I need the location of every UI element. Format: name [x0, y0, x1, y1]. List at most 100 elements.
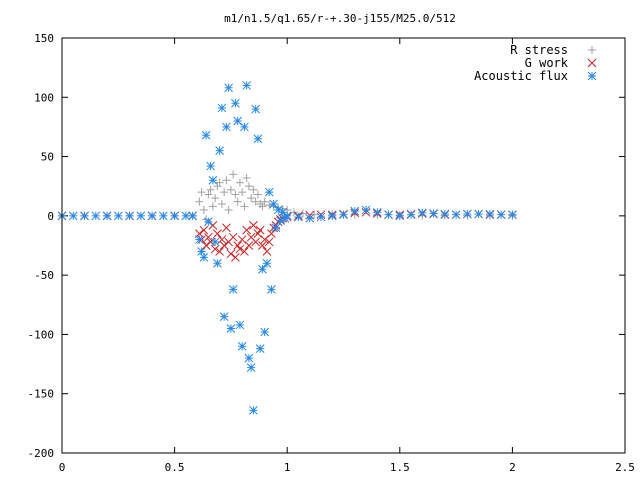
- data-point: [215, 247, 224, 256]
- data-point: [201, 241, 211, 250]
- data-point: [253, 134, 263, 144]
- data-point: [496, 210, 506, 220]
- data-point: [68, 211, 78, 221]
- data-point: [463, 209, 472, 219]
- data-point: [199, 253, 209, 262]
- data-point: [238, 188, 247, 197]
- data-point: [125, 211, 134, 221]
- data-point: [197, 188, 206, 197]
- x-tick-label: 1: [284, 461, 291, 474]
- data-point: [249, 405, 258, 415]
- data-point: [240, 247, 249, 256]
- data-point: [208, 220, 218, 230]
- data-point: [147, 211, 157, 221]
- series-layer: [57, 81, 517, 415]
- data-point: [255, 225, 265, 235]
- y-tick-label: -150: [28, 388, 55, 401]
- data-point: [485, 209, 495, 219]
- data-point: [305, 213, 315, 223]
- data-point: [384, 210, 393, 220]
- data-point: [195, 235, 204, 244]
- data-point: [233, 197, 242, 206]
- data-point: [440, 209, 450, 219]
- data-point: [350, 206, 360, 216]
- data-point: [235, 178, 244, 187]
- data-point: [429, 209, 438, 218]
- data-point: [206, 161, 215, 171]
- data-point: [233, 116, 243, 126]
- data-point: [217, 200, 226, 208]
- data-point: [258, 241, 267, 250]
- data-point: [213, 258, 222, 268]
- data-point: [222, 122, 231, 132]
- data-point: [237, 235, 247, 244]
- y-tick-label: 50: [41, 151, 54, 164]
- chart-title: m1/n1.5/q1.65/r-+.30-j155/M25.0/512: [224, 12, 456, 25]
- data-point: [258, 202, 267, 211]
- data-point: [372, 207, 382, 217]
- data-point: [222, 176, 231, 185]
- y-tick-label: 0: [47, 210, 54, 223]
- data-point: [247, 194, 256, 203]
- x-tick-label: 2: [509, 461, 516, 474]
- data-point: [249, 185, 258, 194]
- data-point: [102, 211, 112, 221]
- data-point: [213, 229, 222, 238]
- data-point: [260, 197, 269, 206]
- data-point: [204, 232, 213, 242]
- data-point: [204, 190, 213, 199]
- data-point: [206, 185, 215, 194]
- x-tick-label: 1.5: [390, 461, 410, 474]
- data-point: [228, 232, 238, 242]
- data-point: [294, 212, 303, 222]
- data-point: [251, 237, 261, 247]
- data-point: [113, 211, 123, 221]
- data-point: [316, 212, 326, 222]
- data-point: [251, 104, 261, 114]
- data-point: [262, 247, 272, 256]
- data-point: [197, 247, 206, 256]
- data-point: [208, 202, 217, 211]
- data-point: [417, 208, 427, 218]
- data-point: [395, 211, 405, 221]
- data-point: [181, 211, 191, 221]
- data-point: [217, 103, 227, 113]
- data-point: [260, 235, 270, 244]
- data-point: [235, 320, 245, 330]
- data-point: [251, 197, 260, 206]
- data-point: [224, 83, 234, 93]
- data-point: [226, 185, 235, 194]
- data-point: [206, 237, 215, 247]
- data-point: [264, 237, 274, 247]
- data-point: [158, 211, 168, 221]
- data-point: [170, 211, 179, 221]
- data-point: [278, 207, 288, 217]
- data-point: [235, 244, 245, 254]
- data-point: [242, 225, 252, 235]
- data-point: [211, 194, 220, 203]
- data-point: [228, 285, 238, 294]
- y-tick-label: -50: [34, 269, 54, 282]
- data-point: [271, 223, 281, 233]
- data-point: [231, 253, 240, 262]
- data-point: [406, 210, 416, 220]
- plot-frame: [61, 37, 626, 454]
- data-point: [310, 210, 319, 219]
- data-point: [361, 205, 371, 215]
- data-point: [339, 210, 348, 220]
- data-point: [255, 344, 265, 354]
- x-tick-label: 0: [59, 461, 66, 474]
- x-tick-label: 2.5: [615, 461, 635, 474]
- data-point: [201, 130, 211, 140]
- data-point: [244, 353, 254, 363]
- data-point: [231, 98, 240, 108]
- data-point: [244, 182, 253, 191]
- data-point: [253, 190, 262, 199]
- data-point: [240, 122, 249, 132]
- y-tick-label: -100: [28, 328, 55, 341]
- data-point: [80, 211, 89, 221]
- data-point: [136, 211, 146, 221]
- data-point: [240, 202, 249, 211]
- data-point: [474, 209, 483, 219]
